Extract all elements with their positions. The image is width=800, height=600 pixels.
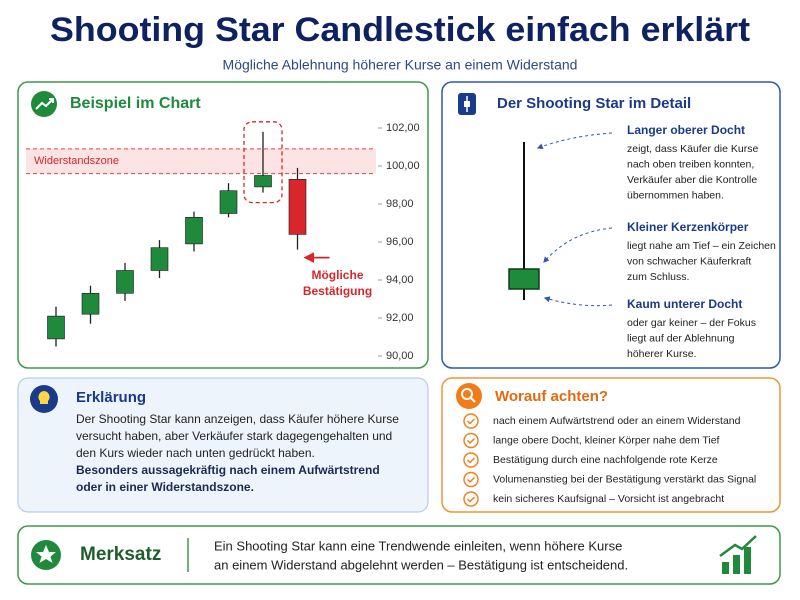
callout-arrow: [543, 227, 613, 263]
checklist-panel: [441, 377, 781, 513]
summary-text: Ein Shooting Star kann eine Trendwende e…: [214, 538, 622, 553]
explanation-title: Erklärung: [76, 389, 146, 406]
confirmation-label: Bestätigung: [303, 284, 372, 298]
callout-arrow: [543, 296, 613, 307]
y-tick-label: 96,00: [386, 236, 414, 248]
check-icon-glyph: [466, 496, 476, 503]
detail-heading: Kleiner Kerzenkörper: [627, 220, 749, 234]
page-title: Shooting Star Candlestick einfach erklär…: [50, 11, 750, 49]
checklist-item: lange obere Docht, kleiner Körper nahe d…: [493, 434, 720, 446]
explanation-text: den Kurs wieder nach unten gedrückt habe…: [76, 446, 315, 460]
resistance-zone: [26, 148, 376, 174]
check-icon: [463, 432, 479, 449]
candle-body: [116, 270, 134, 294]
check-icon: [463, 491, 479, 507]
detail-heading: Langer oberer Docht: [627, 123, 745, 137]
detail-icon-glyph: [464, 101, 470, 107]
growth-icon: [719, 535, 757, 558]
detail-panel-title: Der Shooting Star im Detail: [497, 95, 691, 112]
y-tick-label: 90,00: [386, 350, 414, 362]
y-tick-label: 94,00: [386, 274, 414, 286]
checklist-title: Worauf achten?: [495, 388, 608, 405]
star-icon-glyph: [36, 545, 56, 563]
detail-text: von schwacher Käuferkraft: [627, 255, 751, 267]
check-icon: [463, 413, 479, 429]
check-icon-glyph: [466, 457, 476, 464]
check-icon: [463, 452, 479, 468]
candle-body: [185, 217, 203, 245]
detail-text: nach oben treiben konnten,: [627, 158, 754, 170]
detail-panel: [441, 81, 781, 369]
highlight-box: [243, 121, 283, 204]
zone-label: Widerstandszone: [34, 155, 119, 167]
search-icon-glyph: [470, 397, 476, 403]
detail-text: Verkäufer aber die Kontrolle: [627, 174, 757, 186]
detail-text: übernommen haben.: [627, 189, 724, 201]
summary-panel: [17, 525, 781, 585]
bulb-icon-glyph: [38, 391, 50, 404]
chart-panel-title: Beispiel im Chart: [70, 95, 201, 112]
candle-body: [288, 179, 307, 235]
chart-panel: [17, 81, 429, 369]
detail-text: höherer Kurse.: [627, 348, 696, 360]
y-tick-label: 102,00: [386, 122, 420, 134]
growth-icon: [744, 547, 751, 574]
detail-text: liegt nahe am Tief – ein Zeichen: [627, 240, 776, 252]
explanation-emphasis: Besonders aussagekräftig nach einem Aufw…: [76, 463, 380, 477]
detail-text: zum Schluss.: [627, 271, 689, 283]
check-icon-glyph: [466, 437, 476, 445]
summary-text: an einem Widerstand abgelehnt werden – B…: [214, 557, 628, 572]
candle-body: [219, 190, 238, 214]
check-icon: [463, 471, 479, 488]
checklist-item: kein sicheres Kaufsignal – Vorsicht ist …: [493, 493, 724, 505]
detail-text: zeigt, dass Käufer die Kurse: [627, 143, 758, 155]
candle-body: [150, 247, 169, 271]
callout-arrow: [536, 132, 613, 150]
explanation-text: versucht haben, aber Verkäufer stark dag…: [76, 429, 392, 443]
search-icon: [456, 383, 482, 409]
summary-title: Merksatz: [80, 544, 161, 565]
growth-icon: [733, 555, 740, 574]
checklist-item: Bestätigung durch eine nachfolgende rote…: [493, 454, 718, 466]
y-tick-label: 100,00: [386, 160, 420, 172]
candle-body: [81, 292, 100, 315]
growth-icon: [722, 562, 729, 574]
detail-text: liegt auf der Ablehnung: [627, 332, 735, 344]
check-icon-glyph: [466, 476, 476, 484]
detail-heading: Kaum unterer Docht: [627, 297, 742, 311]
y-tick-label: 92,00: [386, 312, 414, 324]
chart-icon-glyph: [35, 98, 54, 110]
search-icon-glyph: [461, 388, 473, 400]
explanation-emphasis: oder in einer Widerstandszone.: [76, 480, 254, 494]
candle-body: [47, 315, 65, 340]
explanation-panel: [17, 377, 429, 513]
checklist-item: nach einem Aufwärtstrend oder an einem W…: [493, 415, 741, 427]
detail-text: oder gar keiner – der Fokus: [627, 317, 756, 329]
schematic-body: [508, 268, 540, 290]
check-icon-glyph: [466, 418, 476, 425]
confirmation-label: Mögliche: [311, 268, 363, 282]
candle-body: [254, 175, 272, 188]
explanation-text: Der Shooting Star kann anzeigen, dass Kä…: [76, 412, 399, 426]
checklist-item: Volumenanstieg bei der Bestätigung verst…: [493, 473, 756, 485]
page-subtitle: Mögliche Ablehnung höherer Kurse an eine…: [223, 57, 578, 73]
y-tick-label: 98,00: [386, 198, 414, 210]
